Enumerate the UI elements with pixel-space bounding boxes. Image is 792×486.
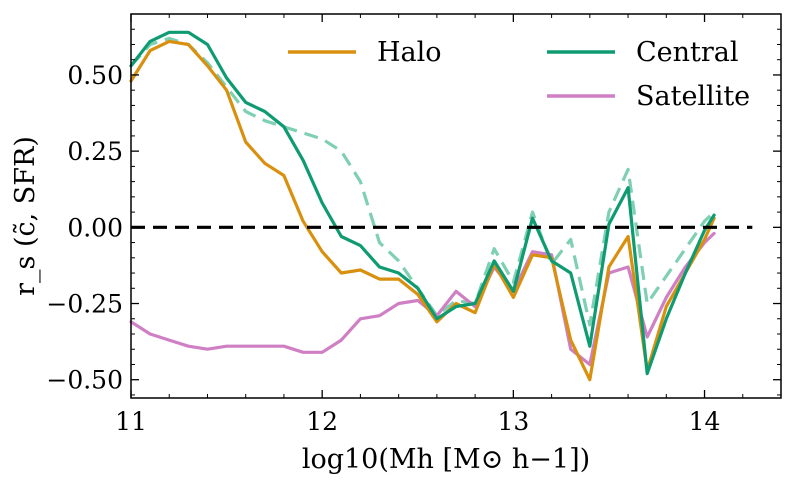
x-tick-label: 11: [115, 407, 147, 436]
x-tick-label: 13: [497, 407, 529, 436]
legend-label-central: Central: [636, 37, 739, 68]
series-line-halo: [129, 39, 716, 382]
legend-label-satellite: Satellite: [636, 81, 750, 112]
legend: Halo Central Satellite: [288, 37, 750, 112]
y-tick-label: 0.25: [67, 137, 123, 166]
x-tick-label: 12: [306, 407, 338, 436]
x-axis-label: log10(Mh [M⊙ h−1]): [302, 444, 590, 475]
y-tick-label: 0.00: [67, 213, 123, 242]
legend-label-halo: Halo: [377, 37, 442, 68]
series-line-central: [129, 30, 716, 376]
plot-frame: [130, 13, 782, 399]
series-line-central-dashed: [129, 36, 716, 327]
plot-area: [129, 30, 753, 382]
axis-ticks: 11 12 13 14 −0.50 −0.25 0.00 0.25 0.50: [46, 14, 782, 436]
y-tick-label: 0.50: [67, 61, 123, 90]
y-tick-label: −0.50: [46, 366, 123, 395]
y-axis-label: r_s (c̃, SFR): [10, 136, 41, 296]
y-tick-label: −0.25: [46, 290, 123, 319]
x-tick-label: 14: [689, 407, 721, 436]
